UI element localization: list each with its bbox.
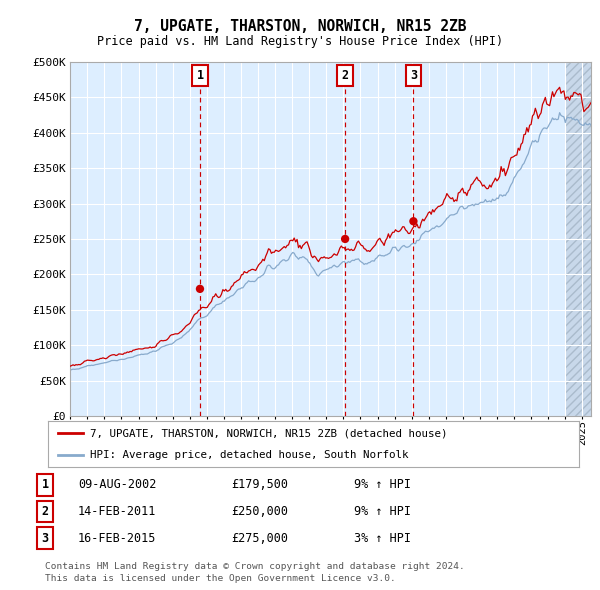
Text: 1: 1 bbox=[196, 69, 203, 82]
Text: 9% ↑ HPI: 9% ↑ HPI bbox=[354, 505, 411, 518]
Text: 3% ↑ HPI: 3% ↑ HPI bbox=[354, 532, 411, 545]
Text: 7, UPGATE, THARSTON, NORWICH, NR15 2ZB (detached house): 7, UPGATE, THARSTON, NORWICH, NR15 2ZB (… bbox=[91, 428, 448, 438]
Text: 3: 3 bbox=[410, 69, 417, 82]
Point bbox=[340, 234, 350, 244]
Text: 16-FEB-2015: 16-FEB-2015 bbox=[78, 532, 157, 545]
Text: 09-AUG-2002: 09-AUG-2002 bbox=[78, 478, 157, 491]
Text: £275,000: £275,000 bbox=[231, 532, 288, 545]
Text: 14-FEB-2011: 14-FEB-2011 bbox=[78, 505, 157, 518]
Text: 2: 2 bbox=[341, 69, 349, 82]
Text: 2: 2 bbox=[41, 505, 49, 518]
Text: 1: 1 bbox=[41, 478, 49, 491]
Text: 7, UPGATE, THARSTON, NORWICH, NR15 2ZB: 7, UPGATE, THARSTON, NORWICH, NR15 2ZB bbox=[134, 19, 466, 34]
Text: HPI: Average price, detached house, South Norfolk: HPI: Average price, detached house, Sout… bbox=[91, 450, 409, 460]
Text: This data is licensed under the Open Government Licence v3.0.: This data is licensed under the Open Gov… bbox=[45, 573, 396, 583]
Point bbox=[195, 284, 205, 294]
Text: Price paid vs. HM Land Registry's House Price Index (HPI): Price paid vs. HM Land Registry's House … bbox=[97, 35, 503, 48]
Point bbox=[409, 217, 418, 226]
Text: £179,500: £179,500 bbox=[231, 478, 288, 491]
Text: 9% ↑ HPI: 9% ↑ HPI bbox=[354, 478, 411, 491]
Text: Contains HM Land Registry data © Crown copyright and database right 2024.: Contains HM Land Registry data © Crown c… bbox=[45, 562, 465, 571]
Text: 3: 3 bbox=[41, 532, 49, 545]
Text: £250,000: £250,000 bbox=[231, 505, 288, 518]
